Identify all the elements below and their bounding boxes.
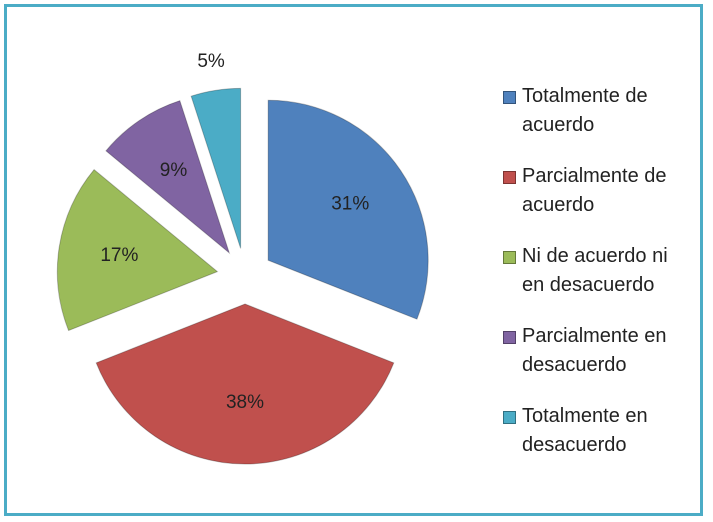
data-label: 5% xyxy=(197,51,225,72)
legend-item: Ni de acuerdo ni en desacuerdo xyxy=(503,242,693,322)
legend-swatch xyxy=(503,171,516,184)
data-label: 38% xyxy=(226,392,264,413)
legend-swatch xyxy=(503,251,516,264)
pie-slice xyxy=(95,303,395,465)
legend-label: Parcialmente en desacuerdo xyxy=(522,325,667,376)
data-label: 31% xyxy=(331,194,369,215)
legend-swatch xyxy=(503,91,516,104)
legend-label: Totalmente de acuerdo xyxy=(522,85,648,136)
legend: Totalmente de acuerdo Parcialmente de acu… xyxy=(503,82,693,482)
legend-item: Parcialmente en desacuerdo xyxy=(503,322,693,402)
chart-frame xyxy=(4,4,703,516)
legend-item: Parcialmente de acuerdo xyxy=(503,162,693,242)
data-label: 9% xyxy=(160,160,188,181)
legend-label: Totalmente en desacuerdo xyxy=(522,405,648,456)
data-label: 17% xyxy=(100,245,138,266)
legend-swatch xyxy=(503,411,516,424)
pie-slice xyxy=(267,99,429,320)
legend-label: Parcialmente de acuerdo xyxy=(522,165,667,216)
legend-item: Totalmente en desacuerdo xyxy=(503,402,693,482)
pie-slice xyxy=(105,100,231,255)
legend-label: Ni de acuerdo ni en desacuerdo xyxy=(522,245,668,296)
pie-slice xyxy=(56,168,219,332)
pie-slice xyxy=(190,87,242,249)
legend-item: Totalmente de acuerdo xyxy=(503,82,693,162)
legend-swatch xyxy=(503,331,516,344)
